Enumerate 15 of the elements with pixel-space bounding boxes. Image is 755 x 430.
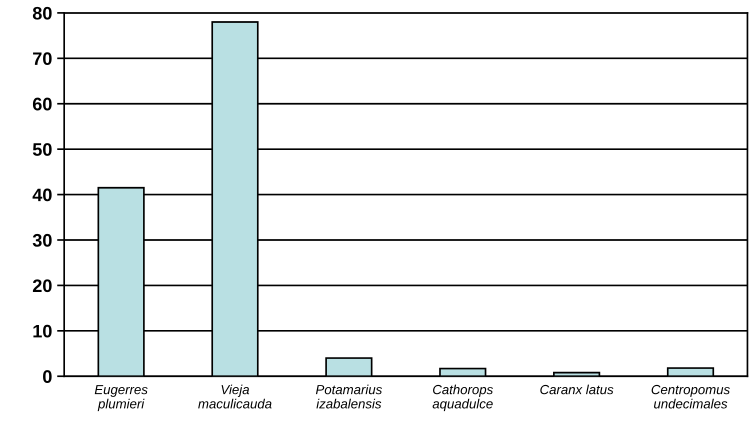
y-tick-label: 50 (32, 143, 52, 156)
y-tick-label: 70 (33, 52, 52, 66)
x-tick-label: Vieja maculicauda (198, 384, 272, 408)
y-tick-label: 80 (32, 6, 52, 20)
x-tick-label: Potamarius izabalensis (316, 384, 382, 408)
x-tick-label: Centropomus undecimales (652, 384, 730, 408)
y-tick-label: 60 (32, 98, 52, 110)
y-tick-label: 0 (43, 370, 52, 383)
y-tick-label: 10 (33, 324, 52, 338)
y-tick-label: 40 (32, 188, 52, 202)
x-tick-label: Caranx latus (540, 384, 614, 394)
x-tick-label: Cathorops aquadulce (432, 384, 493, 412)
y-tick-label: 20 (32, 279, 52, 292)
y-tick-label: 30 (32, 234, 52, 247)
x-tick-label: Eugerres plumieri (94, 385, 148, 412)
